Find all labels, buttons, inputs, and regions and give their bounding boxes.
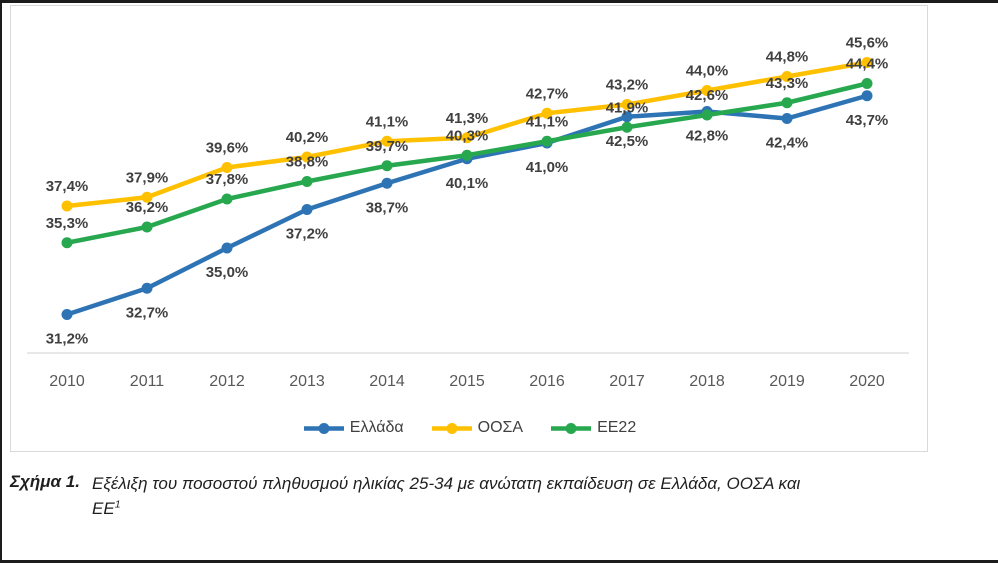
data-point	[141, 191, 153, 203]
page-edge-top	[0, 0, 998, 3]
legend-line-marker-icon	[303, 422, 344, 434]
data-point	[381, 160, 393, 172]
legend-item-Ελλάδα: Ελλάδα	[302, 419, 404, 437]
value-label: 32,7%	[126, 304, 169, 321]
value-label: 37,8%	[206, 171, 249, 188]
value-label: 44,0%	[686, 63, 729, 80]
value-label: 35,0%	[206, 264, 249, 281]
value-label: 40,1%	[446, 175, 489, 192]
value-label: 42,6%	[686, 87, 729, 104]
data-point	[141, 282, 153, 294]
x-tick-label: 2015	[449, 373, 485, 390]
value-label: 39,6%	[206, 140, 249, 157]
value-label: 38,7%	[366, 199, 409, 216]
value-label: 41,1%	[366, 113, 409, 130]
value-label: 31,2%	[46, 331, 89, 348]
data-point	[781, 71, 793, 82]
x-tick-label: 2011	[130, 373, 165, 390]
value-label: 39,7%	[366, 138, 409, 155]
caption-line2: ΕΕ	[92, 498, 115, 518]
page-edge-bottom	[0, 560, 998, 563]
data-point	[461, 149, 473, 161]
value-label: 37,9%	[126, 169, 169, 186]
data-point	[621, 111, 633, 123]
data-point	[781, 113, 793, 124]
data-point	[301, 176, 313, 187]
data-point	[621, 121, 633, 133]
legend-line-marker-icon	[431, 422, 472, 434]
value-label: 42,7%	[526, 85, 569, 102]
value-label: 42,5%	[606, 133, 649, 150]
legend-item-ΕΕ22: ΕΕ22	[549, 419, 636, 437]
data-point	[461, 132, 473, 144]
line-chart-svg: 31,2% 32,7% 35,0% 37,2% 38,7% 40,1% 41,0% 42,5%…	[27, 35, 909, 390]
legend-item-label: Ελλάδα	[349, 419, 404, 436]
data-point	[301, 151, 313, 163]
x-tick-label: 2012	[209, 373, 245, 390]
x-tick-label: 2010	[49, 373, 85, 390]
figure-chart-box: 31,2% 32,7% 35,0% 37,2% 38,7% 40,1% 41,0% 42,5%…	[10, 5, 928, 452]
value-label: 41,3%	[446, 110, 489, 127]
data-point	[61, 237, 73, 249]
value-label: 44,4%	[846, 56, 889, 73]
value-label: 37,4%	[46, 178, 89, 195]
caption-label: Σχήμα 1.	[10, 472, 80, 491]
chart-legend: Ελλάδα ΟΟΣΑ ΕΕ22	[11, 419, 927, 437]
value-label: 36,2%	[126, 199, 169, 216]
caption-text: Εξέλιξη του ποσοστού πληθυσμού ηλικίας 2…	[92, 472, 938, 521]
value-label: 35,3%	[46, 215, 89, 232]
legend-item-label: ΕΕ22	[597, 419, 637, 436]
data-point	[701, 109, 713, 121]
legend-line-marker-icon	[551, 422, 592, 434]
x-tick-label: 2013	[289, 373, 325, 390]
data-point	[701, 85, 713, 96]
footnote-marker: 1	[114, 497, 121, 510]
value-label: 41,1%	[526, 113, 569, 130]
value-label: 43,7%	[846, 112, 889, 129]
x-tick-label: 2019	[769, 373, 805, 390]
data-point	[861, 78, 873, 89]
data-point	[221, 242, 233, 254]
value-label: 41,0%	[526, 159, 569, 176]
value-label: 45,6%	[846, 35, 889, 52]
value-label: 40,3%	[446, 127, 489, 144]
x-tick-label: 2018	[689, 373, 725, 390]
data-point	[141, 221, 153, 233]
data-point	[61, 200, 73, 212]
data-point	[541, 107, 553, 119]
data-point	[221, 162, 233, 173]
data-point	[861, 57, 873, 68]
figure-caption: Σχήμα 1. Εξέλιξη του ποσοστού πληθυσμού …	[10, 472, 950, 521]
value-label: 43,2%	[606, 77, 649, 94]
x-tick-label: 2017	[609, 373, 645, 390]
value-label: 44,8%	[766, 49, 809, 66]
value-label: 41,9%	[606, 99, 649, 116]
data-point	[301, 204, 313, 215]
data-point	[381, 135, 393, 147]
value-label: 43,3%	[766, 75, 809, 92]
data-point	[61, 309, 73, 320]
caption-line1: Εξέλιξη του ποσοστού πληθυσμού ηλικίας 2…	[92, 474, 801, 493]
legend-item-label: ΟΟΣΑ	[477, 419, 524, 436]
legend-item-ΟΟΣΑ: ΟΟΣΑ	[430, 419, 523, 437]
x-tick-label: 2014	[369, 373, 405, 390]
page-edge-left	[0, 0, 2, 563]
value-label: 40,2%	[286, 129, 329, 146]
value-label: 38,8%	[286, 154, 329, 171]
data-point	[221, 193, 233, 205]
value-label: 37,2%	[286, 226, 329, 243]
data-point	[861, 90, 873, 102]
data-point	[781, 97, 793, 109]
x-tick-label: 2016	[529, 373, 565, 390]
data-point	[381, 177, 393, 189]
x-tick-label: 2020	[849, 373, 885, 390]
data-point	[621, 99, 633, 110]
value-label: 42,8%	[686, 128, 729, 145]
data-point	[541, 135, 553, 147]
value-label: 42,4%	[766, 135, 809, 152]
